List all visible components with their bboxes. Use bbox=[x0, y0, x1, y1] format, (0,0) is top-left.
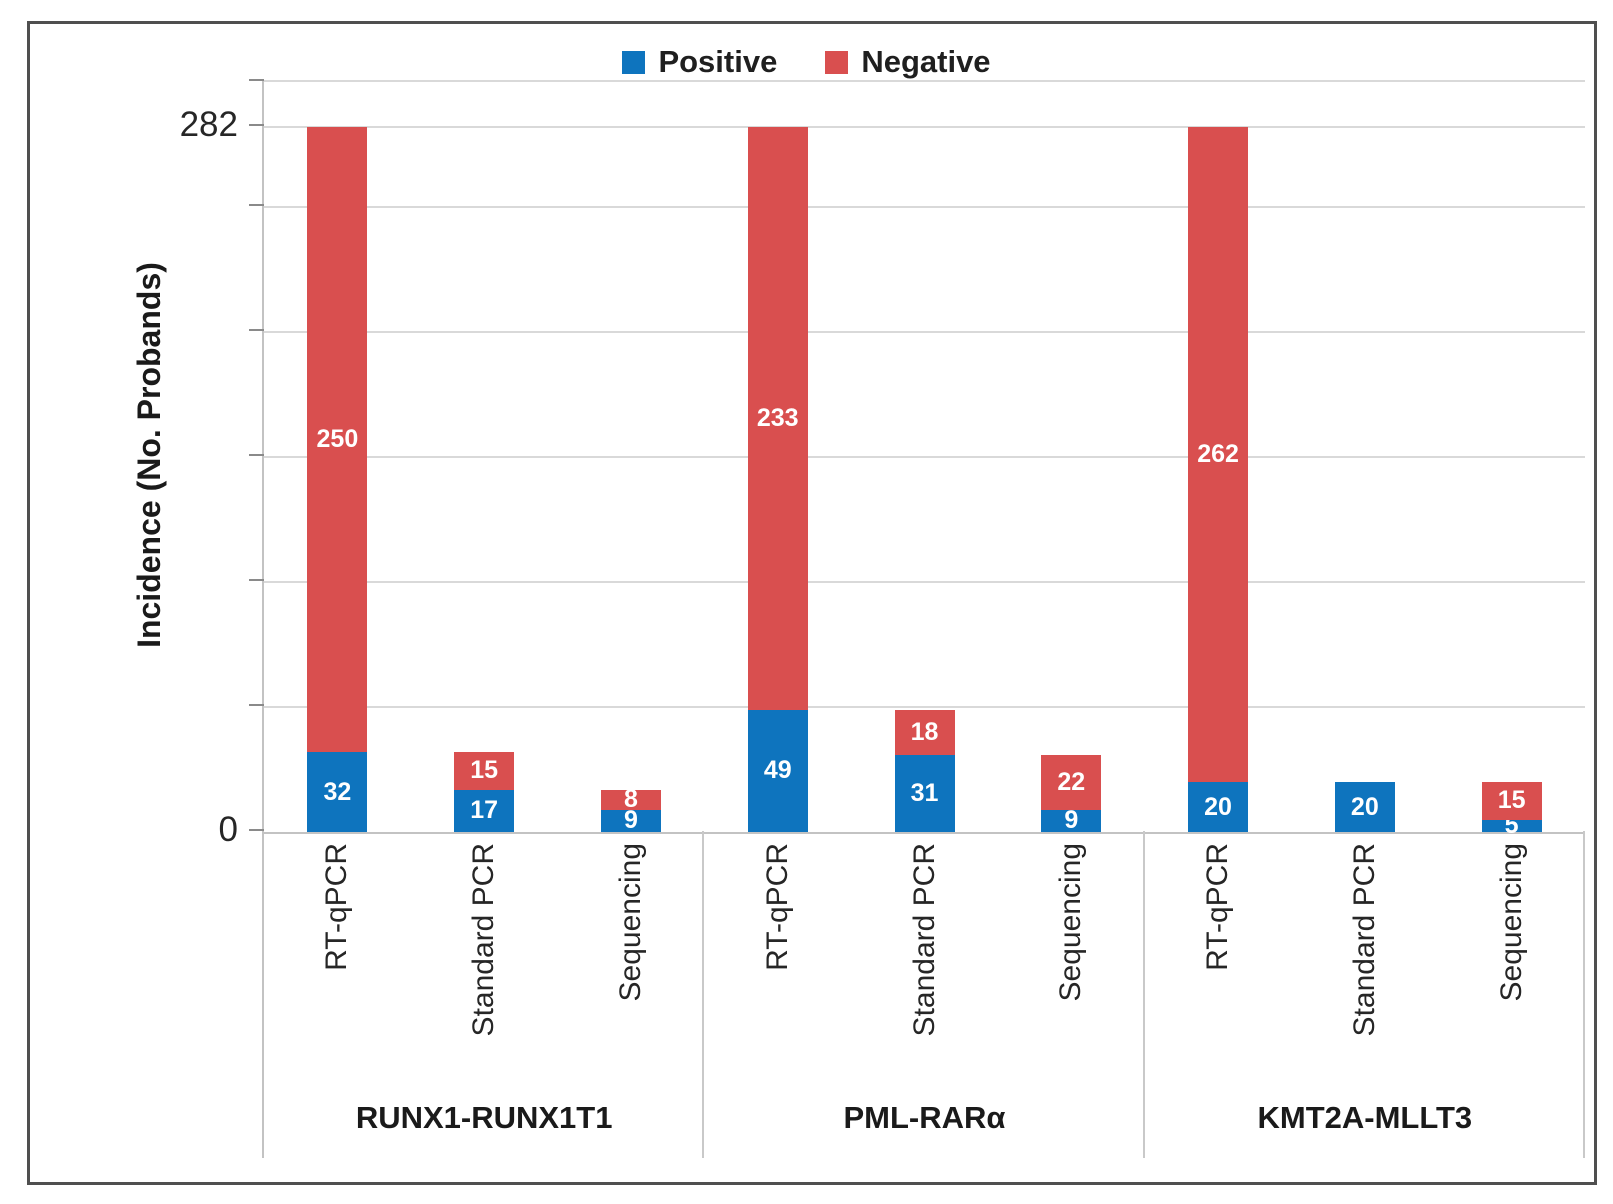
bar-segment-negative: 15 bbox=[1481, 782, 1542, 820]
plot-area: 32 250 17 15 9 8 49 233 31 18 9 22 20 262 20 5 15 bbox=[264, 80, 1585, 838]
y-axis-tick-250 bbox=[249, 204, 264, 206]
y-axis-tick-label-0: 0 bbox=[218, 810, 238, 849]
x-axis-method-label: RT-qPCR bbox=[760, 843, 794, 971]
bar-value-label: 20 bbox=[1204, 792, 1232, 821]
bar-value-label: 20 bbox=[1350, 792, 1379, 821]
legend-label: Negative bbox=[861, 44, 991, 79]
legend-swatch-icon bbox=[825, 50, 849, 74]
bar-segment-positive: 9 bbox=[600, 806, 661, 835]
bar-segment-positive: 20 bbox=[1188, 782, 1249, 832]
x-axis-method-label: Sequencing bbox=[613, 843, 647, 1002]
gridline-250 bbox=[264, 206, 1585, 208]
bar-segment-positive: 5 bbox=[1481, 813, 1542, 838]
x-axis-method-label: RT-qPCR bbox=[320, 843, 354, 971]
gridline-50 bbox=[264, 706, 1585, 708]
y-axis-tick-label-282: 282 bbox=[179, 105, 238, 144]
x-axis-method-label: RT-qPCR bbox=[1201, 843, 1235, 971]
bar-value-label: 22 bbox=[1057, 767, 1086, 796]
bar-value-label: 32 bbox=[323, 777, 352, 806]
bar-value-label: 15 bbox=[1497, 786, 1526, 815]
bar-segment-negative: 22 bbox=[1041, 754, 1102, 810]
legend-item-positive: Positive bbox=[622, 44, 777, 80]
x-axis-method-label: Standard PCR bbox=[1347, 843, 1381, 1037]
bar-value-label: 31 bbox=[910, 778, 939, 807]
gridline-150 bbox=[264, 456, 1585, 458]
bar-segment-positive: 31 bbox=[894, 754, 955, 832]
bar-segment-negative: 18 bbox=[894, 709, 955, 755]
y-axis-tick-100 bbox=[249, 579, 264, 581]
legend-label: Positive bbox=[658, 44, 778, 79]
bar-value-label: 262 bbox=[1197, 440, 1239, 468]
bar-value-label: 250 bbox=[316, 425, 359, 453]
bar-value-label: 17 bbox=[470, 796, 499, 825]
bar-segment-positive: 17 bbox=[454, 789, 515, 832]
x-axis-method-label: Sequencing bbox=[1054, 843, 1088, 1002]
gridline-100 bbox=[264, 581, 1585, 583]
y-axis-tick-282 bbox=[249, 124, 264, 126]
x-axis-method-label: Standard PCR bbox=[907, 843, 941, 1037]
bar-value-label: 233 bbox=[756, 403, 799, 432]
x-axis-group-separator bbox=[1142, 831, 1145, 1158]
x-axis-group-label: PML-RARα bbox=[843, 1100, 1006, 1135]
bar-value-label: 18 bbox=[910, 717, 939, 746]
bar-segment-negative: 8 bbox=[600, 785, 661, 813]
gridline-282 bbox=[264, 126, 1585, 128]
bar-value-label: 15 bbox=[470, 756, 499, 785]
bar-segment-positive: 32 bbox=[307, 752, 368, 832]
y-axis-tick-0 bbox=[249, 829, 264, 831]
x-axis-group-label: RUNX1-RUNX1T1 bbox=[355, 1100, 613, 1135]
bar-segment-negative: 262 bbox=[1188, 127, 1249, 782]
y-axis-tick-200 bbox=[249, 329, 264, 331]
y-axis-tick-150 bbox=[249, 454, 264, 456]
bar-value-label: 49 bbox=[763, 756, 792, 785]
x-axis-group-separator bbox=[702, 831, 705, 1158]
legend-swatch-icon bbox=[622, 50, 646, 74]
y-axis-tick-50 bbox=[249, 704, 264, 706]
x-axis-group-separator bbox=[1583, 831, 1585, 1158]
bar-value-label: 9 bbox=[1064, 806, 1079, 835]
x-axis-method-label: Standard PCR bbox=[467, 843, 501, 1037]
bar-segment-positive: 49 bbox=[747, 709, 808, 832]
bar-segment-negative: 250 bbox=[307, 127, 368, 752]
legend-item-negative: Negative bbox=[825, 44, 991, 80]
y-axis-line bbox=[262, 80, 264, 1158]
y-axis-tick-300 bbox=[249, 79, 264, 81]
gridline-200 bbox=[264, 331, 1585, 333]
chart-frame bbox=[27, 21, 1597, 1185]
bar-segment-positive: 9 bbox=[1041, 806, 1102, 835]
bar-value-label: 8 bbox=[623, 785, 638, 813]
legend: Positive Negative bbox=[0, 44, 1613, 80]
y-axis-title: Incidence (No. Probands) bbox=[131, 262, 167, 648]
bar-segment-negative: 233 bbox=[747, 127, 808, 710]
x-axis-group-label: KMT2A-MLLT3 bbox=[1257, 1100, 1473, 1135]
bar-segment-positive: 20 bbox=[1334, 782, 1395, 832]
bar-value-label: 9 bbox=[623, 806, 638, 835]
x-axis-method-label: Sequencing bbox=[1494, 843, 1528, 1002]
bar-segment-negative: 15 bbox=[454, 752, 515, 790]
